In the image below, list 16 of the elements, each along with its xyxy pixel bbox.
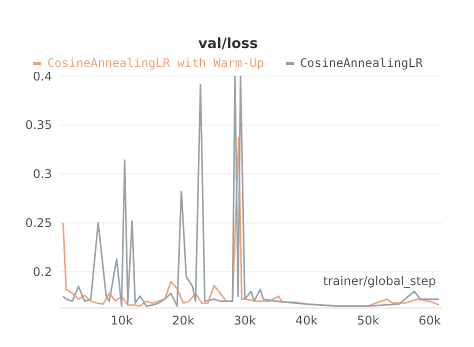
y-tick-label: 0.25 [25, 216, 52, 230]
line-series [62, 76, 440, 307]
y-tick-label: 0.3 [32, 167, 52, 182]
legend-label: CosineAnnealingLR with Warm-Up [46, 55, 264, 72]
x-tick-label: 60k [418, 314, 441, 328]
x-tick-label: 50k [356, 314, 380, 328]
line-series [62, 136, 440, 307]
chart-title: val/loss [197, 35, 259, 54]
x-tick-label: 40k [295, 314, 318, 328]
x-axis-title: trainer/global_step [323, 274, 436, 288]
x-tick-label: 10k [110, 314, 133, 328]
x-tick-label: 30k [234, 314, 256, 328]
y-tick-label: 0.35 [25, 118, 52, 132]
x-tick-label: 20k [172, 314, 194, 328]
y-tick-label: 0.2 [32, 265, 52, 280]
legend-label: CosineAnnealingLR [298, 55, 423, 72]
